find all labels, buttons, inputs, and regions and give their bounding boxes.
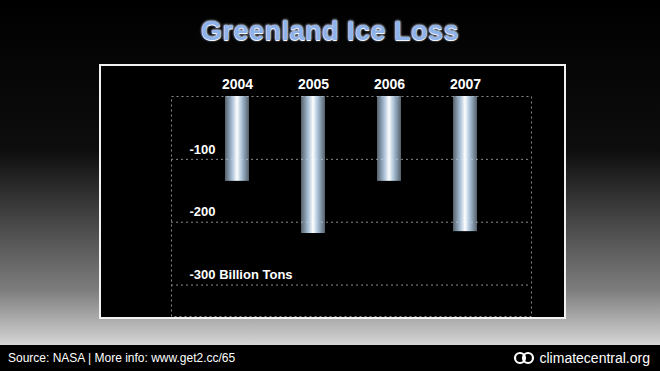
html-text:Greenland Ice Loss: Greenland Ice Loss xyxy=(201,16,459,46)
svg-text:2007: 2007 xyxy=(450,76,481,92)
html-text:climatecentral.org: climatecentral.org xyxy=(539,350,650,366)
svg-text:2004: 2004 xyxy=(222,76,253,92)
html-text:Source: NASA | More info: www.: Source: NASA | More info: www.get2.cc/65 xyxy=(8,351,236,365)
svg-text:2005: 2005 xyxy=(298,76,329,92)
svg-text:2006: 2006 xyxy=(374,76,405,92)
svg-text:-200: -200 xyxy=(190,204,216,219)
svg-text:-100: -100 xyxy=(190,142,216,157)
svg-text:-300 Billion Tons: -300 Billion Tons xyxy=(190,267,293,282)
